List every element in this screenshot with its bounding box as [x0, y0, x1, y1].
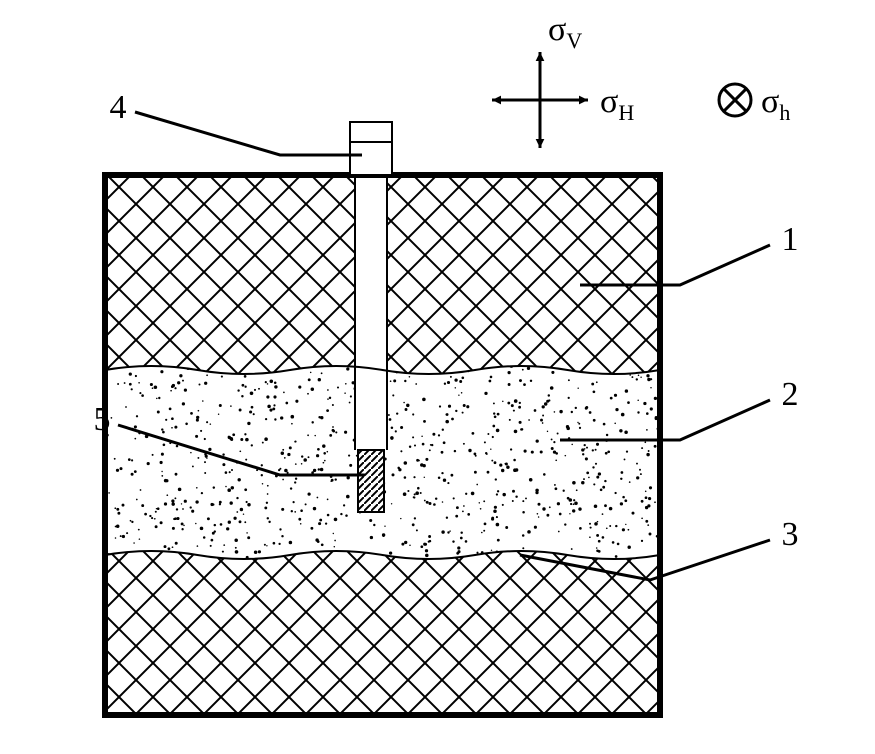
- callout-5: 5: [94, 401, 111, 438]
- callout-1: 1: [782, 221, 799, 258]
- stress-arrow-left: [492, 96, 540, 105]
- tube-neck: [350, 142, 392, 175]
- callout-4: 4: [110, 89, 127, 126]
- tube-cap: [350, 122, 392, 142]
- leader-4: [135, 112, 362, 155]
- stress-arrow-right: [540, 96, 588, 105]
- label-sigma-v: σV: [548, 11, 582, 53]
- callout-3: 3: [782, 516, 799, 553]
- wellbore: [355, 175, 387, 450]
- callout-2: 2: [782, 376, 799, 413]
- label-sigma-H: σH: [600, 83, 634, 125]
- stress-arrow-up: [536, 52, 545, 100]
- stress-arrow-down: [536, 100, 545, 148]
- into-page-icon: [719, 84, 751, 116]
- plug: [358, 450, 384, 512]
- label-sigma-h: σh: [761, 83, 790, 125]
